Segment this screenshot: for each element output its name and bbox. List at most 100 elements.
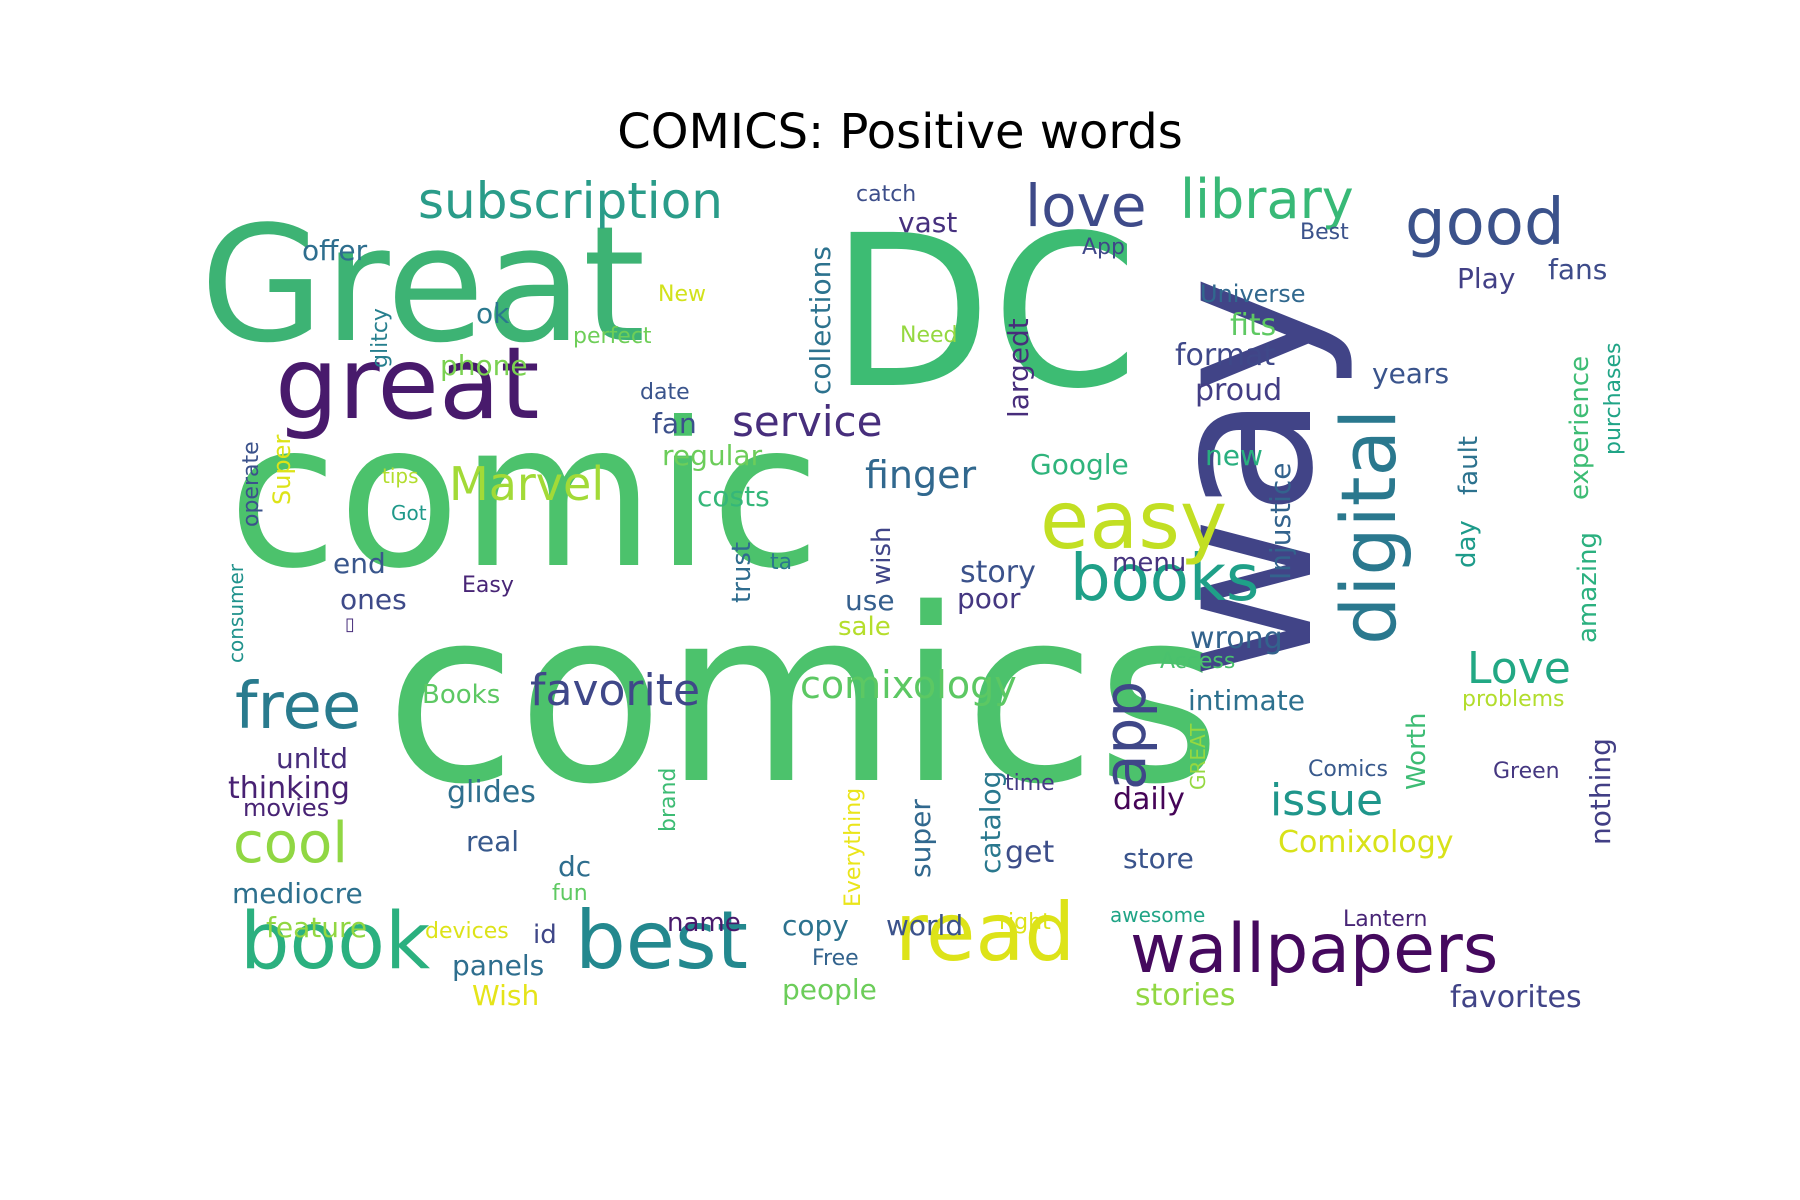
word-store: store [1123, 842, 1194, 875]
word-need: Need [900, 323, 958, 348]
word-amazing: amazing [1573, 532, 1603, 643]
word-end: end [333, 547, 386, 580]
word-collections: collections [804, 246, 837, 395]
word-favorite: favorite [530, 665, 700, 716]
word-dc: dc [558, 850, 591, 883]
word-story: story [960, 555, 1036, 590]
word-unltd: unltd [276, 742, 348, 775]
word-great: Great [200, 191, 645, 378]
word-stories: stories [1135, 978, 1236, 1013]
word-fun: fun [552, 881, 588, 906]
word-super: Super [268, 435, 296, 505]
word-experience: experience [1565, 356, 1595, 500]
word-awesome: awesome [1110, 903, 1205, 927]
word-play: Play [1457, 262, 1515, 295]
word-finger: finger [865, 453, 977, 497]
word-ones: ones [340, 583, 407, 616]
word-sale: sale [838, 612, 891, 642]
word-lantern: Lantern [1343, 907, 1427, 932]
word-books: Books [422, 680, 500, 710]
word-id: id [533, 920, 557, 950]
word-green: Green [1493, 759, 1560, 784]
word-comic: comic [228, 380, 821, 613]
word-real: real [466, 825, 519, 858]
word-comics: comics [385, 557, 1221, 837]
word-worth: Worth [1402, 713, 1432, 790]
word-google: Google [1030, 448, 1129, 481]
word-get: get [1005, 835, 1055, 870]
word-mediocre: mediocre [232, 877, 363, 910]
word-read: read [895, 886, 1075, 979]
word-subscription: subscription [418, 172, 723, 230]
word-costs: costs [697, 480, 770, 513]
word-wish: wish [867, 526, 897, 585]
word-panels: panels [452, 949, 544, 982]
word-proud: proud [1195, 373, 1282, 408]
word-new: new [1205, 439, 1263, 472]
word-app: app [1091, 681, 1159, 790]
word-largedt: largedt [1002, 318, 1035, 418]
word-fan: fan [652, 407, 697, 440]
word-right: right [999, 910, 1051, 935]
word-injustice: Injustice [1264, 463, 1297, 581]
word-catalog: catalog [974, 771, 1007, 874]
word-wrong: wrong [1190, 621, 1283, 656]
word-devices: devices [425, 919, 509, 944]
word-library: library [1180, 168, 1354, 231]
word-time: time [1005, 771, 1055, 796]
word-world: world [886, 909, 963, 942]
word-comixology: Comixology [1278, 825, 1454, 860]
word-favorites: favorites [1450, 980, 1582, 1015]
word-daily: daily [1113, 782, 1185, 817]
word-regular: regular [662, 439, 763, 472]
word-fits: fits [1230, 308, 1276, 343]
word-love: Love [1467, 643, 1571, 694]
word-service: service [732, 397, 882, 446]
word-glides: glides [447, 775, 536, 810]
word-day: day [1452, 520, 1482, 568]
word-super: super [904, 799, 937, 878]
word-operate: operate [239, 441, 264, 527]
word-app: App [1082, 235, 1125, 260]
word-use: use [845, 584, 895, 617]
word-phone: phone [440, 349, 528, 382]
word-movies: movies [243, 794, 329, 822]
word-date: date [640, 380, 690, 405]
word-free: free [235, 670, 361, 744]
word-access: Access [1160, 649, 1235, 674]
word-best: best [575, 894, 748, 987]
word-marvel: Marvel [449, 457, 604, 511]
word-vast: vast [898, 206, 957, 239]
word-free: Free [812, 946, 859, 971]
word-good: good [1405, 186, 1565, 260]
word-dc: DC [830, 190, 1138, 435]
word-comics: Comics [1308, 757, 1388, 782]
word-feature: feature [266, 911, 367, 944]
word-ta: ta [770, 550, 792, 575]
word-people: people [782, 973, 877, 1006]
word-poor: poor [957, 582, 1021, 615]
word-wallpapers: wallpapers [1130, 910, 1498, 989]
word-menu: menu [1112, 548, 1186, 578]
word-consumer: consumer [224, 563, 248, 663]
word-easy: easy [1040, 474, 1227, 567]
word-way: way [1125, 276, 1358, 681]
word-ok: ok [476, 297, 510, 330]
word-everything: Everything [841, 788, 866, 907]
word-issue: issue [1270, 775, 1383, 826]
word-got: Got [391, 501, 427, 525]
word-offer: offer [302, 234, 368, 267]
word-catch: catch [856, 182, 916, 207]
word-purchases: purchases [1601, 343, 1626, 455]
word-great: GREAT [1186, 723, 1210, 790]
word-universe: Universe [1200, 280, 1306, 308]
word-perfect: perfect [573, 324, 652, 349]
word-great: great [275, 325, 539, 442]
word-new: New [658, 282, 706, 307]
word-trust: trust [727, 542, 757, 603]
word-copy: copy [782, 909, 849, 942]
word-easy: Easy [462, 573, 514, 598]
word-book: book [240, 897, 430, 987]
word-comixology: comixology [800, 663, 1017, 707]
